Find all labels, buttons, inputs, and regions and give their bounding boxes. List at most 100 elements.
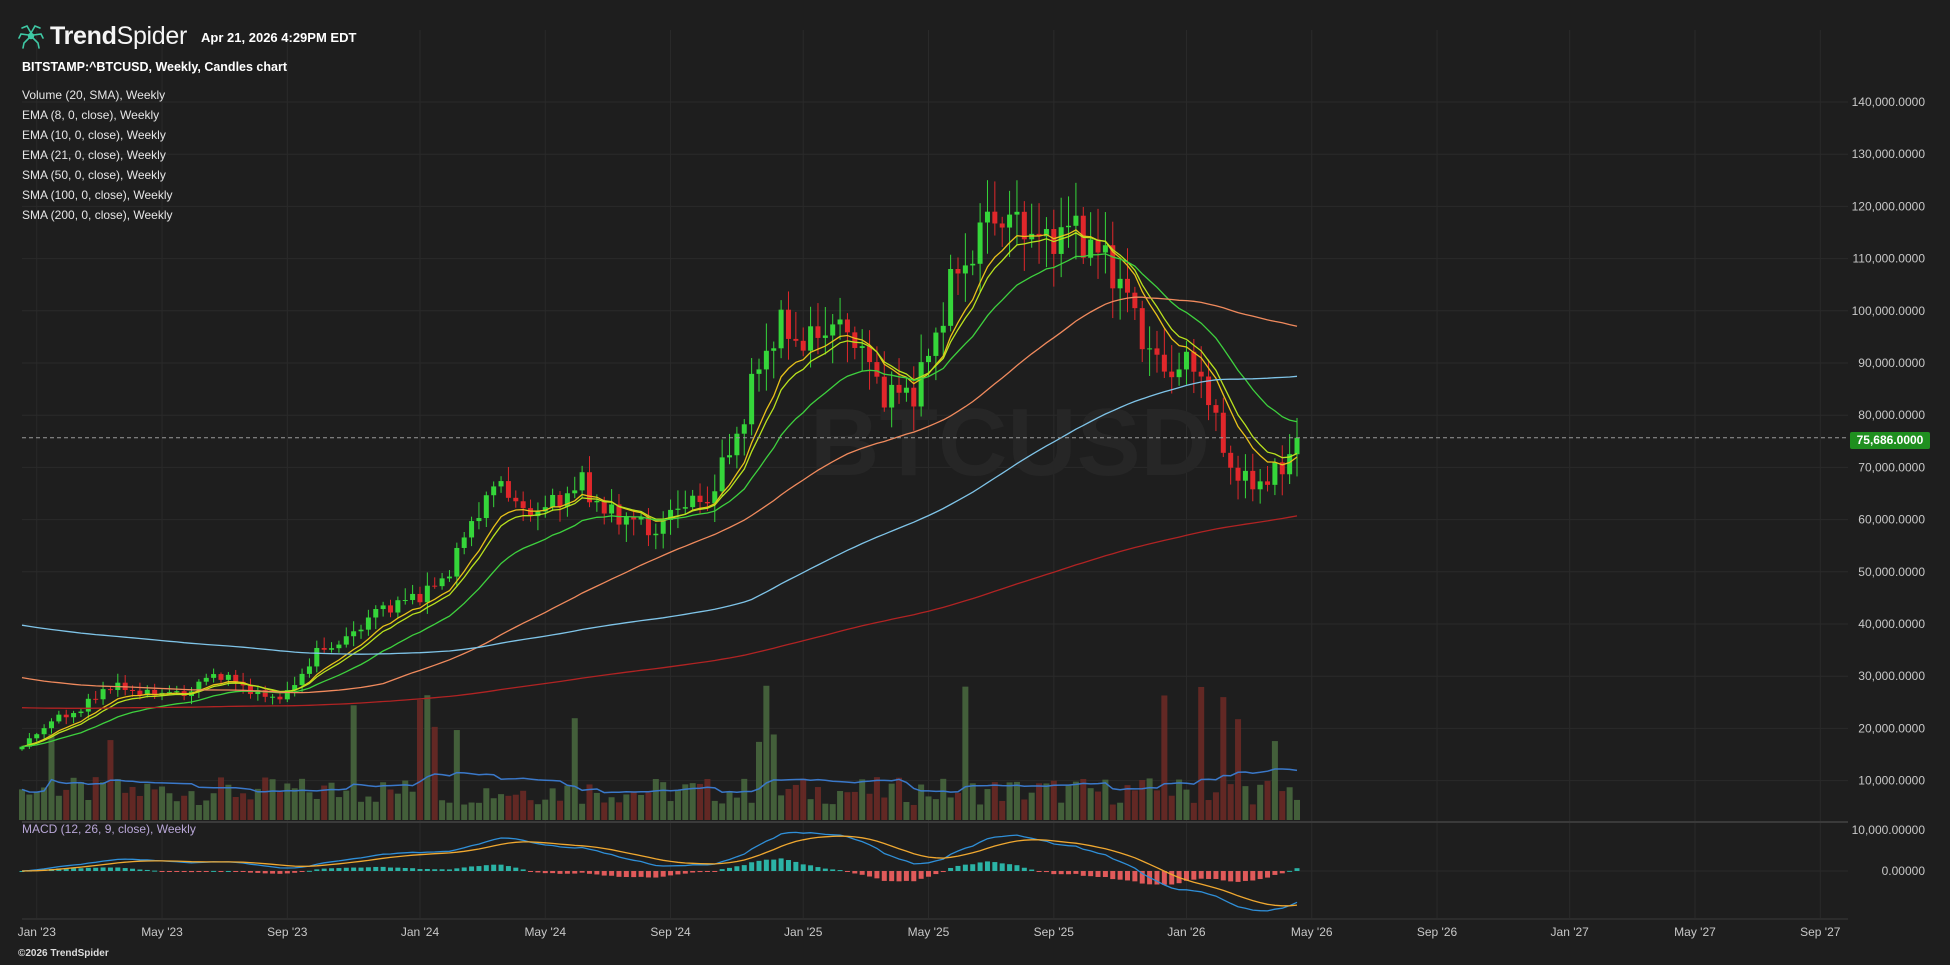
legend-sma-100[interactable]: SMA (100, 0, close), Weekly (22, 188, 173, 202)
volume-bar (269, 779, 276, 820)
volume-bar (1220, 697, 1227, 820)
legend-ema-21[interactable]: EMA (21, 0, close), Weekly (22, 148, 166, 162)
candle-body (859, 346, 865, 348)
candle-body (933, 332, 939, 356)
volume-bar (291, 788, 298, 820)
candle-body (1242, 470, 1248, 481)
macd-histogram-bar (1235, 871, 1241, 882)
volume-bar (571, 718, 578, 820)
macd-histogram-bar (660, 871, 666, 877)
legend-sma-50[interactable]: SMA (50, 0, close), Weekly (22, 168, 166, 182)
macd-histogram-bar (594, 871, 600, 875)
macd-histogram-bar (1257, 871, 1263, 880)
macd-histogram-bar (1265, 871, 1271, 878)
macd-histogram-bar (107, 867, 113, 871)
candle-body (1036, 233, 1042, 237)
symbol-title[interactable]: BITSTAMP:^BTCUSD, Weekly, Candles chart (22, 60, 287, 74)
price-tick-label: 30,000.0000 (1858, 669, 1925, 683)
macd-histogram-bar (174, 871, 180, 872)
volume-bar (733, 797, 740, 820)
candle-body (1125, 278, 1130, 293)
macd-histogram-bar (962, 864, 968, 871)
macd-histogram-bar (1154, 871, 1160, 885)
candle-body (763, 350, 769, 370)
candle-body (314, 647, 320, 667)
price-tick-label: 90,000.0000 (1858, 356, 1925, 370)
candle-body (1257, 481, 1263, 490)
legend-ema-10[interactable]: EMA (10, 0, close), Weekly (22, 128, 166, 142)
volume-bar (866, 793, 873, 820)
candle-body (144, 689, 150, 696)
macd-histogram-bar (247, 871, 253, 873)
volume-bar (608, 797, 615, 820)
volume-bar (1153, 790, 1160, 820)
volume-bar (173, 801, 180, 820)
volume-bar (129, 786, 136, 820)
macd-histogram-bar (85, 867, 91, 871)
volume-bar (439, 800, 446, 820)
time-axis[interactable]: Jan '23 May '23 Sep '23 Jan '24 May '24 Sep '… (18, 925, 1841, 939)
price-axis[interactable]: 140,000.0000 130,000.0000 120,000.0000 110,… (1852, 95, 1926, 878)
macd-histogram-bar (1169, 871, 1175, 885)
volume-bar (136, 795, 143, 820)
candle-body (1021, 211, 1027, 240)
volume-bar (630, 791, 637, 820)
macd-histogram-bar (432, 869, 438, 871)
brand-name: TrendSpider (50, 21, 188, 50)
macd-histogram-bar (535, 871, 541, 873)
price-tick-label: 110,000.0000 (1852, 252, 1925, 266)
candle-body (130, 690, 136, 692)
volume-bar (33, 792, 40, 820)
macd-label[interactable]: MACD (12, 26, 9, close), Weekly (22, 822, 196, 836)
macd-histogram-bar (704, 871, 710, 872)
candle-body (56, 714, 62, 722)
time-tick-label: Jan '24 (401, 925, 440, 939)
macd-histogram-bar (225, 870, 231, 872)
legend-sma-200[interactable]: SMA (200, 0, close), Weekly (22, 208, 173, 222)
legend-ema-8[interactable]: EMA (8, 0, close), Weekly (22, 108, 160, 122)
candle-body (970, 263, 976, 266)
candle-body (756, 369, 762, 374)
macd-histogram-bar (638, 871, 644, 877)
time-tick-label: Sep '25 (1034, 925, 1075, 939)
candle-body (71, 713, 77, 718)
candle-body (505, 481, 511, 498)
volume-bar (822, 803, 829, 820)
volume-bar (873, 777, 880, 820)
candle-body (218, 674, 224, 680)
macd-histogram-bar (1014, 865, 1020, 871)
macd-histogram-bar (240, 871, 246, 872)
volume-bar (623, 794, 630, 820)
volume-bar (969, 783, 976, 820)
candle-body (1169, 371, 1175, 378)
macd-histogram-bar (358, 867, 364, 871)
volume-bar (660, 782, 667, 820)
volume-bar (888, 783, 895, 820)
macd-histogram-bar (896, 871, 902, 882)
volume-bar (549, 788, 556, 820)
candle-body (727, 455, 733, 458)
volume-bar (41, 787, 48, 820)
candle-body (572, 490, 578, 494)
volume-bar (800, 778, 807, 820)
candle-body (690, 495, 696, 508)
candle-body (940, 325, 946, 333)
macd-histogram-bar (1220, 871, 1226, 881)
macd-histogram-bar (454, 868, 460, 871)
candle-body (85, 698, 91, 712)
trendspider-logo[interactable]: TrendSpider (18, 22, 187, 51)
candle-body (63, 714, 69, 718)
candle-body (1088, 239, 1094, 258)
macd-histogram-bar (867, 871, 873, 877)
legend-volume-sma[interactable]: Volume (20, SMA), Weekly (22, 88, 166, 102)
macd-histogram-bar (564, 871, 570, 874)
volume-bar (203, 800, 210, 820)
candle-body (977, 222, 983, 264)
candle-body (948, 268, 954, 326)
candle-body (719, 457, 725, 492)
candle-body (586, 472, 592, 503)
time-tick-label: May '26 (1291, 925, 1333, 939)
macd-histogram-bar (948, 867, 954, 871)
volume-bar (859, 779, 866, 820)
